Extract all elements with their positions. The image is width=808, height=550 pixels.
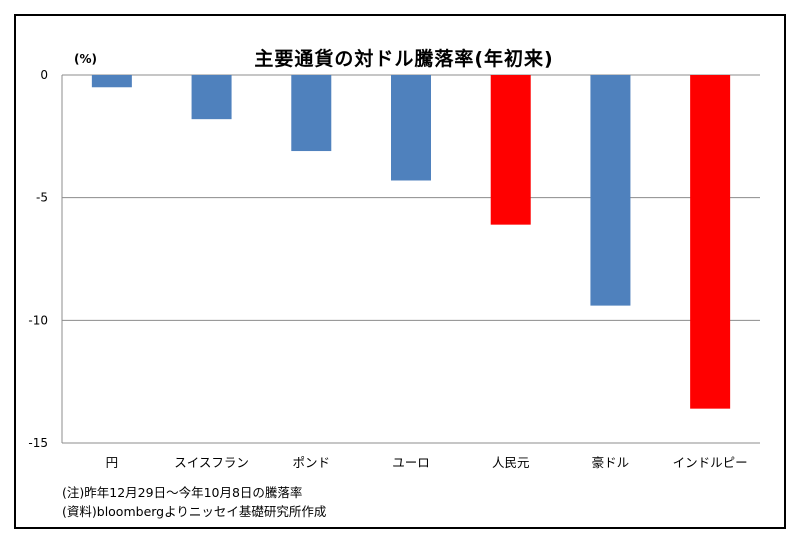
y-tick-label: -10: [28, 313, 48, 327]
x-tick-label: ユーロ: [392, 455, 430, 470]
bar: [291, 75, 332, 152]
bar: [590, 75, 631, 306]
bar: [490, 75, 531, 225]
y-tick-label: 0: [40, 68, 48, 82]
x-tick-label: スイスフラン: [174, 455, 249, 470]
bar: [191, 75, 232, 120]
y-axis-unit: (%): [74, 52, 97, 66]
y-tick-label: -5: [36, 191, 48, 205]
x-tick-label: ポンド: [293, 455, 331, 470]
chart-title: 主要通貨の対ドル騰落率(年初来): [254, 48, 554, 70]
x-tick-label: 人民元: [492, 455, 530, 470]
x-tick-label: インドルピー: [673, 455, 748, 470]
x-tick-label: 豪ドル: [592, 455, 630, 470]
x-tick-label: 円: [106, 455, 119, 470]
note-period: (注)昨年12月29日～今年10月8日の騰落率: [62, 485, 303, 500]
bar: [690, 75, 731, 409]
bar: [391, 75, 431, 181]
y-tick-label: -15: [28, 436, 48, 450]
note-source: (資料)bloombergよりニッセイ基礎研究所作成: [62, 504, 327, 519]
bar: [91, 75, 132, 88]
